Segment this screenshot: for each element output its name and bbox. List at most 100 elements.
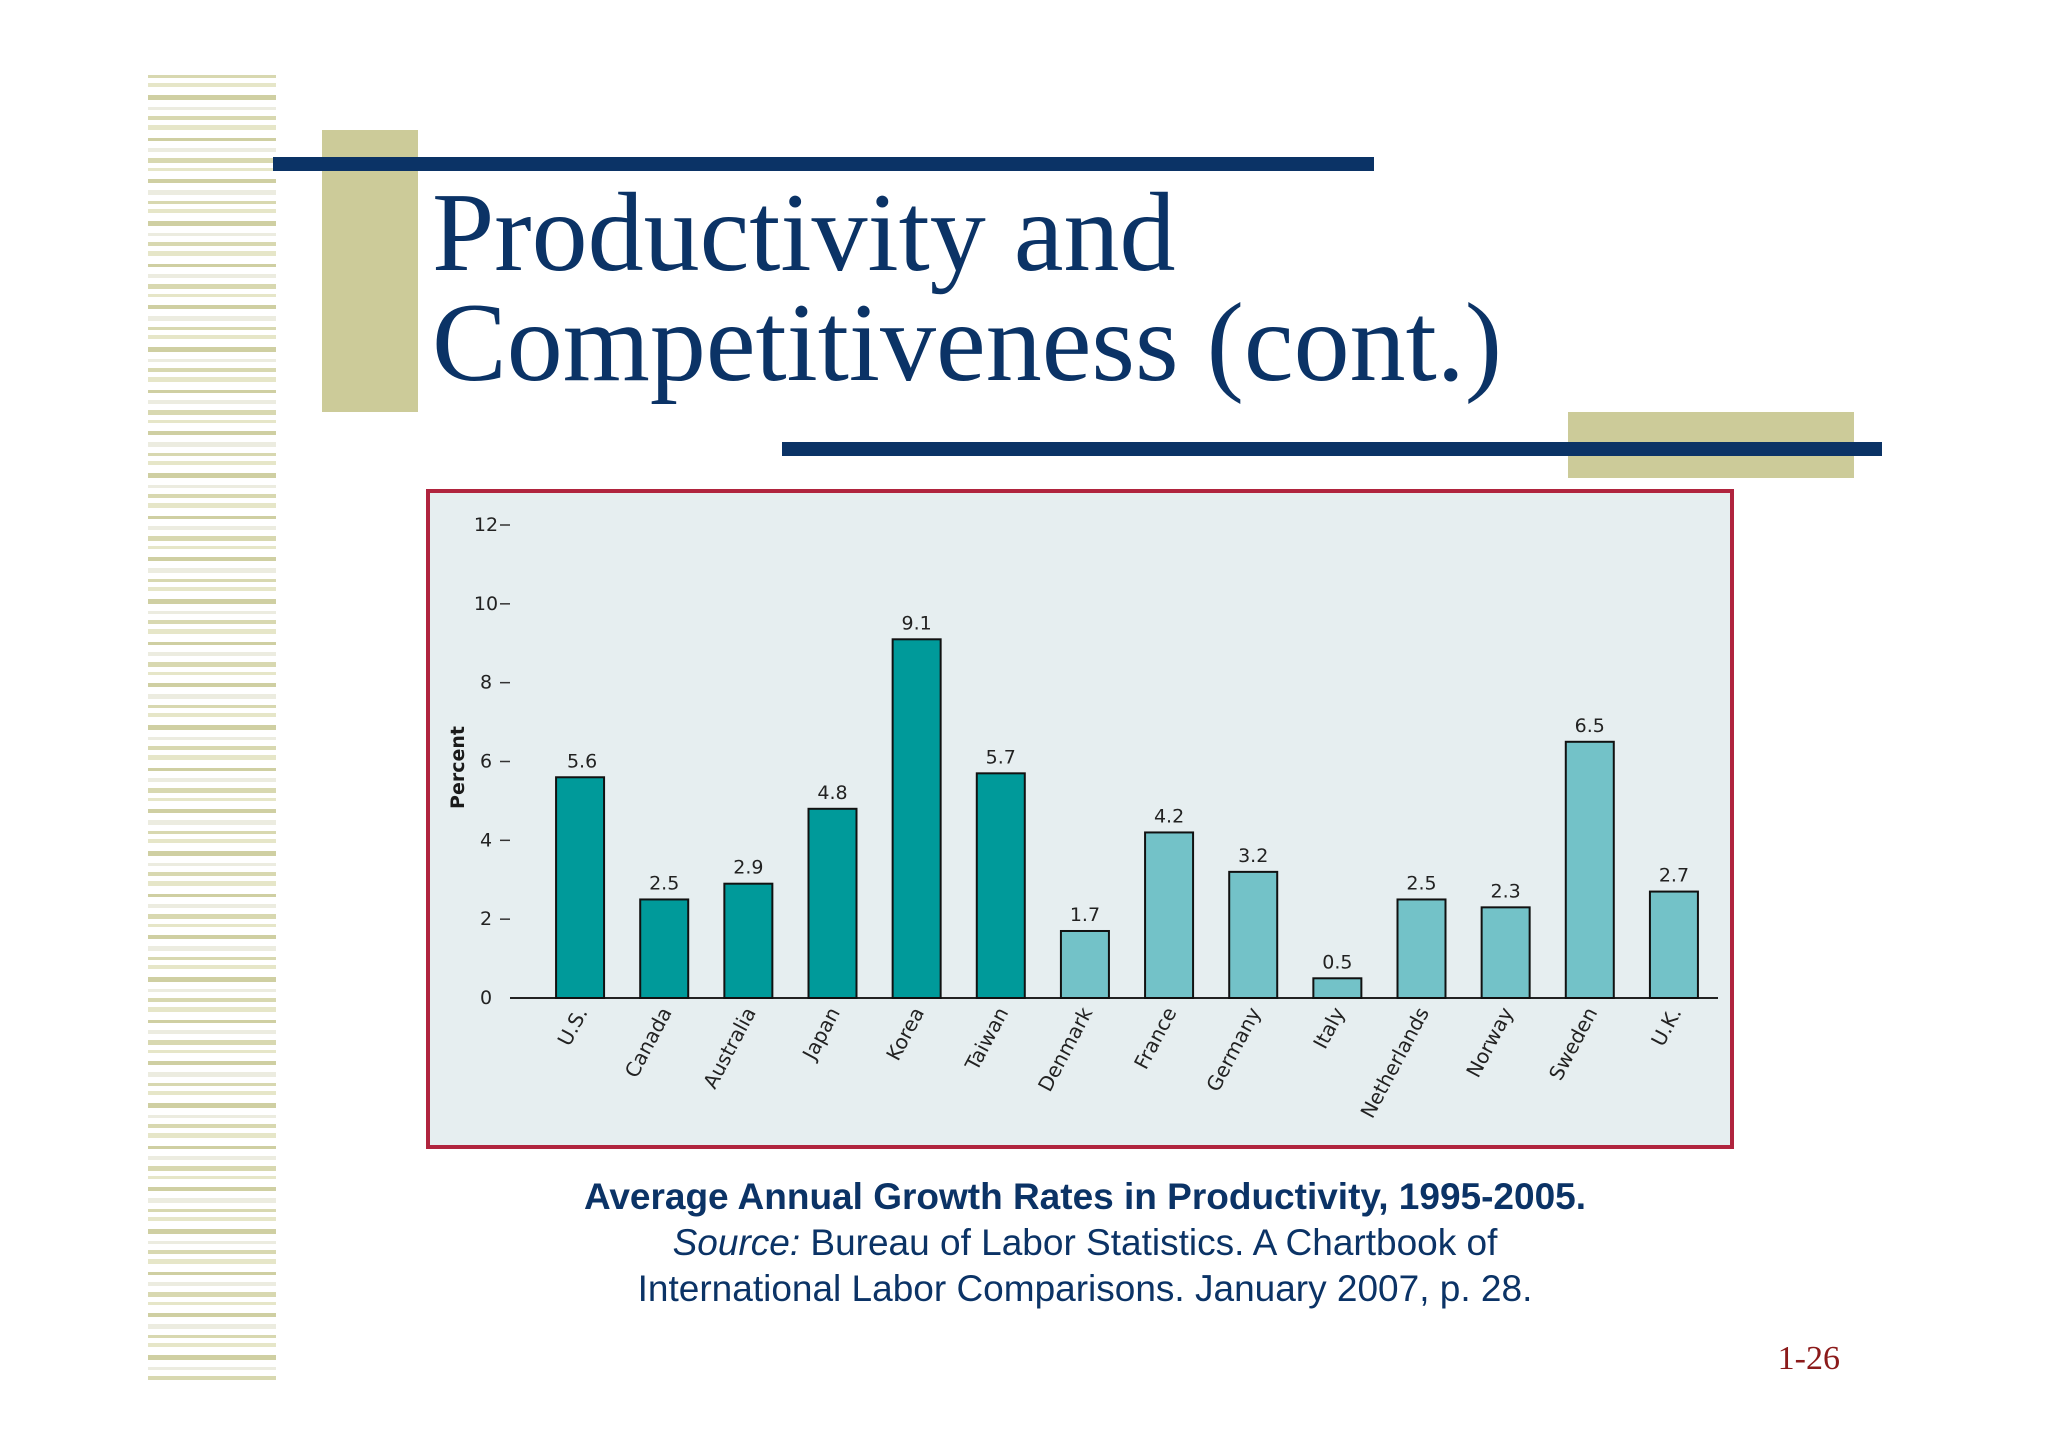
- stripe: [148, 894, 276, 897]
- stripe: [148, 233, 276, 236]
- stripe: [148, 116, 276, 120]
- stripe: [148, 377, 276, 382]
- title-line-1: Productivity and: [432, 171, 1176, 295]
- stripe: [148, 107, 276, 110]
- stripe: [148, 158, 276, 163]
- y-tick-label: 4: [480, 829, 492, 851]
- category-label: Sweden: [1544, 1003, 1602, 1084]
- stripe: [148, 305, 276, 309]
- data-label: 0.5: [1322, 951, 1352, 973]
- stripe: [148, 410, 276, 415]
- stripe: [148, 148, 276, 152]
- stripe: [148, 798, 276, 801]
- category-label: U.S.: [552, 1003, 592, 1050]
- olive-block-top: [322, 130, 418, 412]
- stripe: [148, 1324, 276, 1329]
- data-label: 2.5: [1406, 872, 1436, 894]
- stripe: [148, 221, 276, 226]
- stripe: [148, 536, 276, 541]
- category-label: Canada: [620, 1003, 677, 1081]
- stripe: [148, 1376, 276, 1380]
- stripe: [148, 620, 276, 624]
- stripe: [148, 557, 276, 561]
- stripe: [148, 904, 276, 908]
- bar: [1648, 890, 1699, 1000]
- stripe: [148, 125, 276, 130]
- stripe: [148, 327, 276, 330]
- category-label: Korea: [881, 1003, 929, 1064]
- stripe: [148, 75, 276, 78]
- stripe: [148, 168, 276, 171]
- category-label: Italy: [1308, 1003, 1350, 1053]
- stripe: [148, 1259, 276, 1264]
- bar: [891, 638, 942, 1000]
- stripe: [148, 546, 276, 549]
- data-label: 3.2: [1238, 845, 1268, 867]
- stripe: [148, 1229, 276, 1234]
- stripe: [148, 863, 276, 866]
- stripe: [148, 442, 276, 447]
- stripe: [148, 1292, 276, 1297]
- stripe: [148, 746, 276, 750]
- stripe: [148, 579, 276, 582]
- category-label: U.K.: [1646, 1003, 1686, 1050]
- stripe: [148, 1282, 276, 1286]
- caption-source-line-2: International Labor Comparisons. January…: [637, 1268, 1533, 1309]
- stripe: [148, 914, 276, 919]
- stripe: [148, 778, 276, 782]
- data-label: 2.3: [1491, 880, 1521, 902]
- bar: [1312, 977, 1363, 999]
- category-label: Netherlands: [1355, 1003, 1433, 1122]
- stripe: [148, 453, 276, 456]
- category-label: Australia: [698, 1003, 761, 1092]
- stripe: [148, 1335, 276, 1338]
- stripe: [148, 872, 276, 876]
- category-label: Germany: [1201, 1003, 1265, 1096]
- stripe: [148, 503, 276, 508]
- stripe: [148, 1020, 276, 1023]
- stripe: [148, 274, 276, 278]
- stripe: [148, 1124, 276, 1128]
- bar: [807, 807, 858, 999]
- stripe: [148, 1343, 276, 1347]
- data-label: 2.7: [1659, 865, 1689, 887]
- bar: [555, 776, 606, 999]
- data-label: 5.6: [567, 750, 597, 772]
- stripe: [148, 642, 276, 645]
- title-line-2: Competitiveness (cont.): [432, 281, 1503, 405]
- caption-source-line-1: Source: Bureau of Labor Statistics. A Ch…: [400, 1220, 1770, 1266]
- y-tick-label: 12: [474, 514, 498, 536]
- source-label: Source:: [672, 1222, 801, 1263]
- bar: [1228, 870, 1279, 999]
- stripe: [148, 1367, 276, 1370]
- stripe: [148, 179, 276, 183]
- stripe: [148, 881, 276, 886]
- y-tick-label: 8: [480, 672, 492, 694]
- stripe: [148, 737, 276, 740]
- bar: [975, 772, 1026, 1000]
- stripe: [148, 1313, 276, 1317]
- stripe: [148, 611, 276, 614]
- source-text-1: Bureau of Labor Statistics. A Chartbook …: [800, 1222, 1498, 1263]
- chart-caption: Average Annual Growth Rates in Productiv…: [400, 1174, 1770, 1312]
- y-tick-label: 2: [480, 908, 492, 930]
- bar: [1480, 906, 1531, 1000]
- bar: [1564, 740, 1615, 1000]
- stripe: [148, 1115, 276, 1118]
- stripe: [148, 1156, 276, 1160]
- stripe: [148, 755, 276, 760]
- stripe: [148, 713, 276, 717]
- stripe: [148, 1133, 276, 1138]
- stripe: [148, 526, 276, 530]
- data-label: 5.7: [986, 746, 1016, 768]
- stripe: [148, 359, 276, 362]
- stripe: [148, 965, 276, 969]
- stripe: [148, 1272, 276, 1275]
- stripe: [148, 1007, 276, 1012]
- data-label: 4.8: [817, 782, 847, 804]
- y-axis-label: Percent: [447, 726, 469, 809]
- stripe: [148, 1209, 276, 1212]
- data-label: 9.1: [902, 612, 932, 634]
- y-tick-label: 10: [474, 593, 498, 615]
- stripe: [148, 201, 276, 204]
